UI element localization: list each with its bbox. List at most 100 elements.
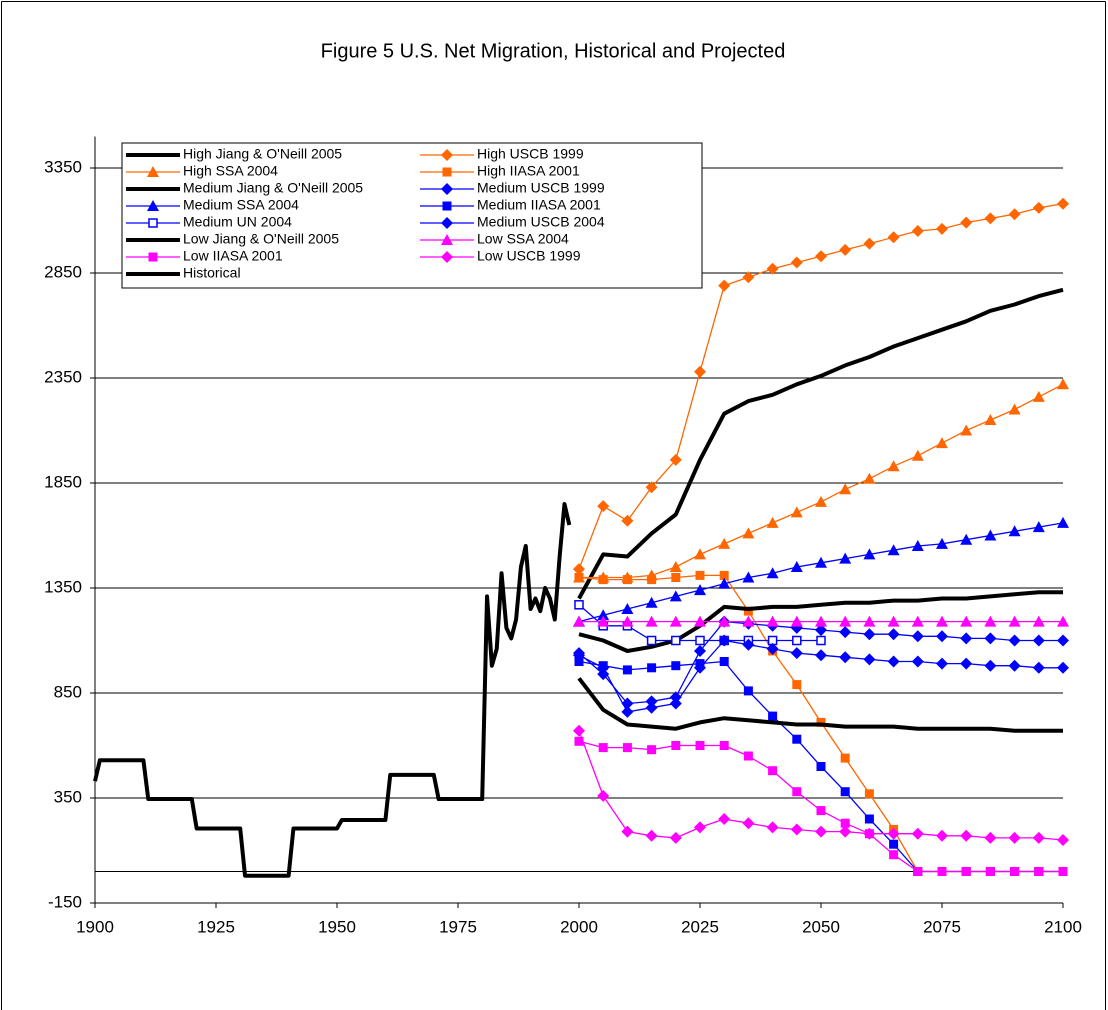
marker xyxy=(646,635,657,646)
series-line xyxy=(577,677,1063,733)
x-tick-label: 1975 xyxy=(439,917,477,936)
marker xyxy=(1008,525,1021,537)
marker xyxy=(442,201,452,211)
marker xyxy=(839,552,852,564)
marker xyxy=(815,624,827,636)
marker xyxy=(911,615,924,627)
marker xyxy=(863,548,876,560)
marker xyxy=(1034,867,1044,876)
marker xyxy=(839,825,852,838)
marker xyxy=(960,657,973,670)
marker xyxy=(792,734,802,744)
legend: High Jiang & O'Neill 2005 High USCB 1999H… xyxy=(121,142,703,289)
marker xyxy=(960,533,973,545)
marker xyxy=(597,668,610,681)
marker xyxy=(671,573,681,582)
marker xyxy=(441,183,453,195)
marker xyxy=(1032,615,1045,627)
marker xyxy=(864,789,874,799)
marker xyxy=(441,217,453,229)
marker xyxy=(669,453,682,466)
x-tick-label: 1900 xyxy=(76,917,114,936)
marker xyxy=(597,609,610,621)
marker xyxy=(622,743,632,753)
marker xyxy=(863,653,876,666)
marker xyxy=(984,529,997,541)
marker xyxy=(622,575,632,585)
marker xyxy=(574,573,584,582)
marker xyxy=(441,234,453,245)
marker xyxy=(790,256,803,269)
marker xyxy=(669,615,682,627)
y-tick-label: 3350 xyxy=(44,157,82,176)
marker xyxy=(960,829,973,842)
marker xyxy=(911,225,924,237)
marker xyxy=(1032,634,1045,647)
legend-box xyxy=(121,142,703,289)
marker xyxy=(887,460,900,472)
marker xyxy=(887,544,900,556)
y-tick-label: 1850 xyxy=(44,472,82,491)
marker xyxy=(574,657,584,666)
marker xyxy=(622,665,632,675)
marker xyxy=(573,615,585,627)
marker xyxy=(863,472,876,484)
marker xyxy=(573,563,585,576)
marker xyxy=(887,655,900,668)
marker xyxy=(719,657,729,666)
marker xyxy=(742,271,755,284)
x-tick-label: 2000 xyxy=(560,917,598,936)
legend-label: Medium IIASA 2001 xyxy=(477,197,601,213)
marker xyxy=(1008,208,1021,221)
marker xyxy=(1058,867,1068,876)
marker xyxy=(766,821,779,834)
marker xyxy=(597,661,610,674)
marker xyxy=(839,626,852,639)
marker xyxy=(839,243,852,256)
marker xyxy=(1032,831,1045,844)
marker xyxy=(960,216,973,229)
marker xyxy=(694,645,706,657)
marker xyxy=(645,829,658,842)
legend-label: Low SSA 2004 xyxy=(477,231,569,247)
marker xyxy=(1008,403,1021,415)
marker xyxy=(573,649,585,662)
marker xyxy=(742,817,755,830)
y-tick-label: 2850 xyxy=(44,262,82,281)
marker xyxy=(671,661,681,671)
marker xyxy=(671,635,681,646)
marker xyxy=(864,814,874,824)
marker xyxy=(694,821,706,834)
marker xyxy=(984,414,997,425)
marker xyxy=(863,827,876,840)
x-tick-label: 2100 xyxy=(1044,917,1082,936)
marker xyxy=(669,590,682,602)
marker xyxy=(1032,201,1045,214)
x-tick-label: 2025 xyxy=(681,917,719,936)
marker xyxy=(621,825,634,838)
marker xyxy=(961,867,971,876)
marker xyxy=(742,527,755,539)
marker xyxy=(887,231,900,244)
marker xyxy=(1010,867,1020,876)
marker xyxy=(645,701,658,714)
legend-label: High IIASA 2001 xyxy=(477,163,580,179)
marker xyxy=(766,516,779,528)
marker xyxy=(147,166,159,177)
marker xyxy=(442,167,452,177)
marker xyxy=(148,252,158,262)
marker xyxy=(840,818,850,828)
series-line xyxy=(578,590,1063,653)
marker xyxy=(645,596,658,608)
y-tick-label: 350 xyxy=(54,787,82,806)
marker xyxy=(790,506,803,518)
marker xyxy=(621,514,634,527)
y-tick-label: 850 xyxy=(54,682,82,701)
marker xyxy=(694,615,706,627)
chart-title: Figure 5 U.S. Net Migration, Historical … xyxy=(321,40,786,62)
marker xyxy=(718,279,731,292)
marker xyxy=(790,647,803,660)
marker xyxy=(839,483,852,495)
marker xyxy=(1057,378,1069,390)
